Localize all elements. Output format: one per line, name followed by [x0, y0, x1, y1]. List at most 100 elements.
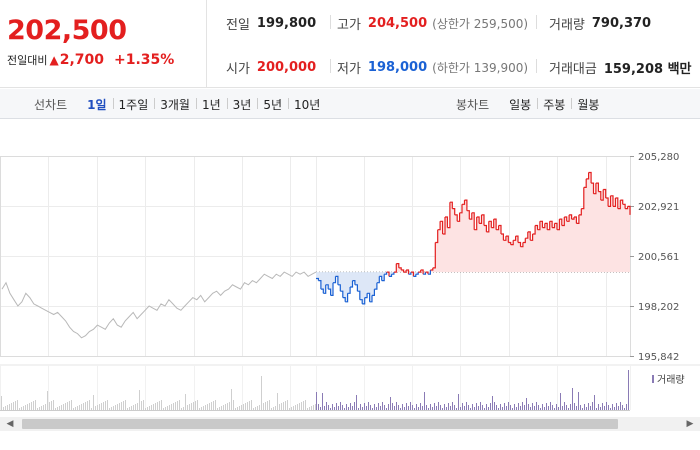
price-line-segment: [466, 210, 470, 220]
volume-bar: [364, 403, 365, 410]
volume-bar: [554, 408, 555, 410]
volume-bar: [544, 407, 545, 410]
price-line-segment: [486, 221, 490, 233]
volume-bar: [49, 402, 50, 410]
period-3m-button[interactable]: 3개월: [154, 96, 196, 113]
volume-bar: [614, 407, 615, 410]
volume-bar: [458, 394, 459, 410]
volume-bar: [227, 403, 228, 410]
volume-bar: [552, 405, 553, 410]
volume-bar: [524, 405, 525, 410]
volume-bar: [89, 400, 90, 410]
volume-bar: [454, 405, 455, 410]
volume-bar: [139, 390, 140, 410]
volume-bar: [620, 402, 621, 410]
volume-bar: [526, 398, 527, 410]
chart-scrollbar[interactable]: ◀ ▶: [0, 417, 700, 431]
volume-bar: [384, 405, 385, 410]
volume-bar: [504, 403, 505, 410]
volume-bar: [315, 404, 316, 410]
volume-bar: [283, 402, 284, 410]
volume-bar: [149, 406, 150, 410]
volume-bar: [35, 400, 36, 410]
price-line-segment: [615, 197, 619, 209]
price-line-segment: [479, 214, 483, 224]
price-line-segment: [518, 241, 522, 247]
volume-bar: [153, 404, 154, 410]
candle-monthly-button[interactable]: 월봉: [571, 96, 605, 113]
volume-bar: [512, 408, 513, 410]
volume-bar: [336, 403, 337, 410]
period-1w-button[interactable]: 1주일: [112, 96, 155, 113]
scroll-left-icon[interactable]: ◀: [6, 419, 14, 429]
volume-bar: [414, 408, 415, 410]
price-line-segment: [362, 297, 366, 305]
price-line-segment: [369, 295, 373, 303]
prev-day-line: [1, 271, 317, 339]
quote-header: 202,500 전일대비 ▲ 2,700 +1.35% 전일 199,800 고…: [0, 0, 700, 88]
volume-bar: [354, 402, 355, 410]
price-line-segment: [608, 195, 612, 207]
price-line-segment: [586, 172, 590, 180]
volume-bar: [267, 401, 268, 410]
candle-weekly-button[interactable]: 주봉: [537, 96, 571, 113]
candle-chart-title: 봉차트: [456, 97, 490, 112]
stats-row-1: 전일 199,800 고가 204,500 (상한가 259,500) 거래량 …: [208, 0, 700, 44]
upper-limit: (상한가 259,500): [432, 17, 529, 31]
scroll-right-icon[interactable]: ▶: [686, 419, 694, 429]
volume-bar: [69, 401, 70, 410]
volume-bar: [542, 404, 543, 410]
volume-bar: [169, 405, 170, 410]
trade-amount: 거래대금 159,208 백만: [549, 58, 692, 77]
volume-bar: [594, 395, 595, 410]
volume-bar: [289, 408, 290, 410]
volume-bar: [536, 402, 537, 410]
period-3y-button[interactable]: 3년: [226, 96, 258, 113]
scrollbar-thumb[interactable]: [22, 419, 618, 429]
price-line-segment: [398, 267, 402, 270]
volume-bar: [111, 407, 112, 410]
volume-bar: [157, 402, 158, 410]
volume-bar: [55, 408, 56, 410]
volume-bar: [75, 407, 76, 410]
period-1d-button[interactable]: 1일: [87, 97, 107, 112]
price-line-segment: [457, 212, 461, 222]
volume-bar: [21, 407, 22, 410]
volume-bar: [263, 403, 264, 410]
volume-bar: [388, 404, 389, 410]
volume-bar: [13, 402, 14, 410]
price-line-segment: [430, 267, 434, 271]
price-line-segment: [583, 178, 587, 188]
volume-bar: [261, 376, 262, 410]
volume-bar: [340, 402, 341, 410]
volume-bar: [412, 405, 413, 410]
amount-label: 거래대금: [549, 62, 597, 77]
price-line-segment: [530, 234, 534, 241]
volume-bar: [235, 408, 236, 410]
candle-daily-button[interactable]: 일봉: [509, 97, 532, 112]
period-10y-button[interactable]: 10년: [288, 96, 326, 113]
volume-bar: [420, 403, 421, 410]
volume-bar: [271, 408, 272, 410]
volume-bar: [624, 408, 625, 410]
volume-bar: [540, 408, 541, 410]
price-line-segment: [391, 272, 395, 275]
period-5y-button[interactable]: 5년: [257, 96, 288, 113]
price-line-segment: [557, 219, 560, 231]
price-line-segment: [581, 187, 585, 210]
period-1y-button[interactable]: 1년: [195, 96, 227, 113]
volume-bar: [586, 407, 587, 410]
volume-bar: [117, 404, 118, 410]
volume-bar: [61, 405, 62, 410]
price-line-segment: [325, 284, 329, 290]
volume-bar: [73, 408, 74, 410]
volume-bar: [316, 392, 317, 410]
volume-bar: [490, 403, 491, 410]
volume-bar: [480, 402, 481, 410]
volume-bar: [15, 401, 16, 410]
volume-bar: [189, 404, 190, 410]
volume-bar: [259, 405, 260, 410]
volume-bar: [47, 391, 48, 410]
volume-bar: [191, 403, 192, 410]
volume-bar: [135, 404, 136, 410]
